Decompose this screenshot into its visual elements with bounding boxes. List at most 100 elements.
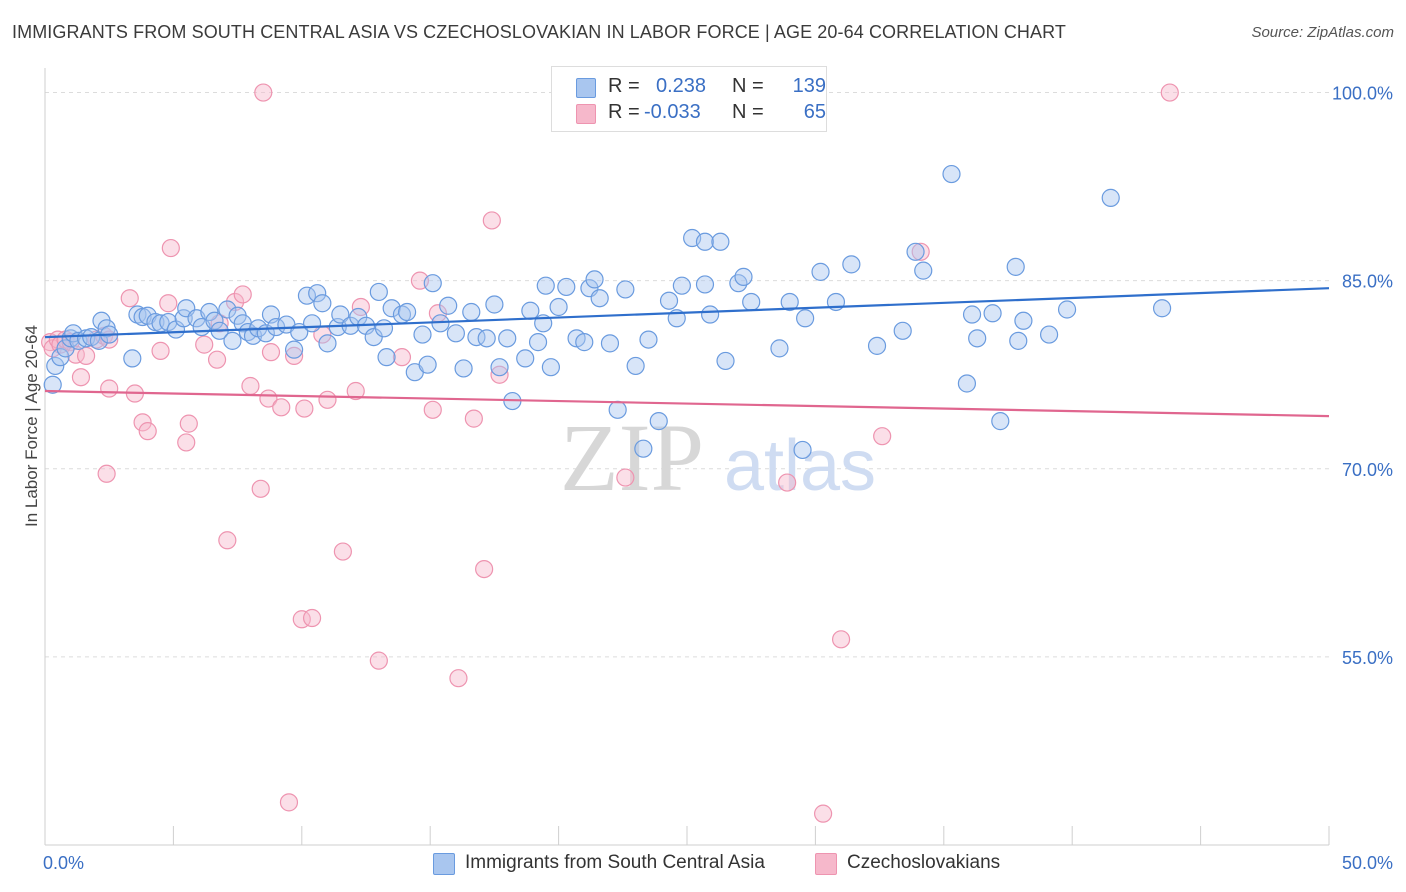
point-south-central-asia [608,400,627,419]
point-south-central-asia [1101,188,1120,207]
swatch-pink [576,104,596,124]
point-south-central-asia [43,375,62,394]
watermark-atlas: atlas [724,426,876,506]
point-czechoslovakian [333,542,352,561]
point-czechoslovakian [151,341,170,360]
point-czechoslovakian [71,368,91,387]
point-south-central-asia [742,292,761,312]
point-south-central-asia [600,334,620,353]
point-south-central-asia [223,331,242,350]
point-czechoslovakian [76,346,96,366]
point-south-central-asia [477,329,496,348]
point-czechoslovakian [475,559,494,579]
point-czechoslovakian [616,468,635,487]
point-south-central-asia [711,232,730,251]
point-south-central-asia [446,324,465,343]
point-south-central-asia [123,349,142,368]
point-south-central-asia [541,358,560,377]
point-czechoslovakian [778,473,797,492]
point-czechoslovakian [346,381,365,401]
point-czechoslovakian [272,398,291,417]
point-czechoslovakian [254,83,273,102]
point-south-central-asia [498,329,517,348]
gridlines [45,92,1329,658]
point-south-central-asia [811,262,830,281]
point-south-central-asia [842,255,861,274]
point-south-central-asia [914,261,933,280]
point-czechoslovakian [233,285,252,304]
point-czechoslovakian [295,399,314,418]
point-south-central-asia [549,297,568,317]
point-south-central-asia [893,321,912,340]
trend-line-czechoslovakians [44,389,1330,418]
point-czechoslovakian [490,365,509,384]
n-label: N = [732,75,764,97]
point-south-central-asia [983,304,1002,323]
data-points [41,83,1179,823]
point-south-central-asia [308,284,327,303]
point-czechoslovakian [482,211,501,230]
point-south-central-asia [695,232,715,251]
point-south-central-asia [462,302,481,322]
point-south-central-asia [585,270,604,289]
point-south-central-asia [1009,331,1028,350]
x-tick-label: 50.0% [1342,853,1393,873]
point-czechoslovakian [814,804,833,823]
point-czechoslovakian [177,433,196,452]
point-south-central-asia [1006,257,1025,276]
source-credit: Source: ZipAtlas.com [1251,24,1394,41]
point-czechoslovakian [159,294,178,313]
point-south-central-asia [413,325,432,344]
legend-label: Czechoslovakians [847,852,1001,873]
legend-swatch-blue [433,853,455,875]
point-south-central-asia [200,302,219,322]
point-czechoslovakian [251,479,270,498]
r-value: -0.033 [644,101,701,123]
point-south-central-asia [439,296,458,315]
point-south-central-asia [557,277,576,297]
watermark-zip: ZIP [560,404,704,511]
swatch-blue [576,78,596,98]
point-czechoslovakian [207,350,227,369]
point-south-central-asia [780,292,799,312]
point-czechoslovakian [302,608,322,628]
point-south-central-asia [626,356,645,376]
point-south-central-asia [616,280,635,299]
point-south-central-asia [1152,299,1172,318]
point-south-central-asia [716,351,735,371]
y-tick-label: 100.0% [1332,84,1393,104]
point-czechoslovakian [464,409,483,428]
point-south-central-asia [957,374,977,393]
trend-lines [44,287,1330,418]
point-czechoslovakian [138,422,157,441]
point-czechoslovakian [195,335,214,354]
point-south-central-asia [634,439,653,458]
point-czechoslovakian [210,314,229,333]
legend-swatch-pink [815,853,837,875]
point-south-central-asia [906,242,925,261]
point-south-central-asia [659,291,679,310]
point-czechoslovakian [369,651,388,670]
r-label: R = [608,75,640,97]
point-south-central-asia [46,356,65,376]
point-czechoslovakian [279,793,299,812]
r-label: R = [608,101,640,123]
point-south-central-asia [397,302,417,322]
point-czechoslovakian [873,427,892,446]
y-tick-label: 85.0% [1342,272,1393,292]
trend-line-south-central-asia [44,287,1330,339]
point-czechoslovakian [97,464,116,483]
point-south-central-asia [284,340,304,359]
point-south-central-asia [516,349,535,368]
point-czechoslovakian [241,376,260,396]
y-tick-label: 70.0% [1342,460,1393,480]
point-south-central-asia [1039,325,1059,344]
point-south-central-asia [701,305,720,324]
point-czechoslovakian [1160,83,1179,102]
point-south-central-asia [382,299,401,318]
y-tick-label: 55.0% [1342,648,1393,668]
point-south-central-asia [1057,300,1077,319]
point-south-central-asia [528,333,548,352]
point-czechoslovakian [392,348,412,367]
